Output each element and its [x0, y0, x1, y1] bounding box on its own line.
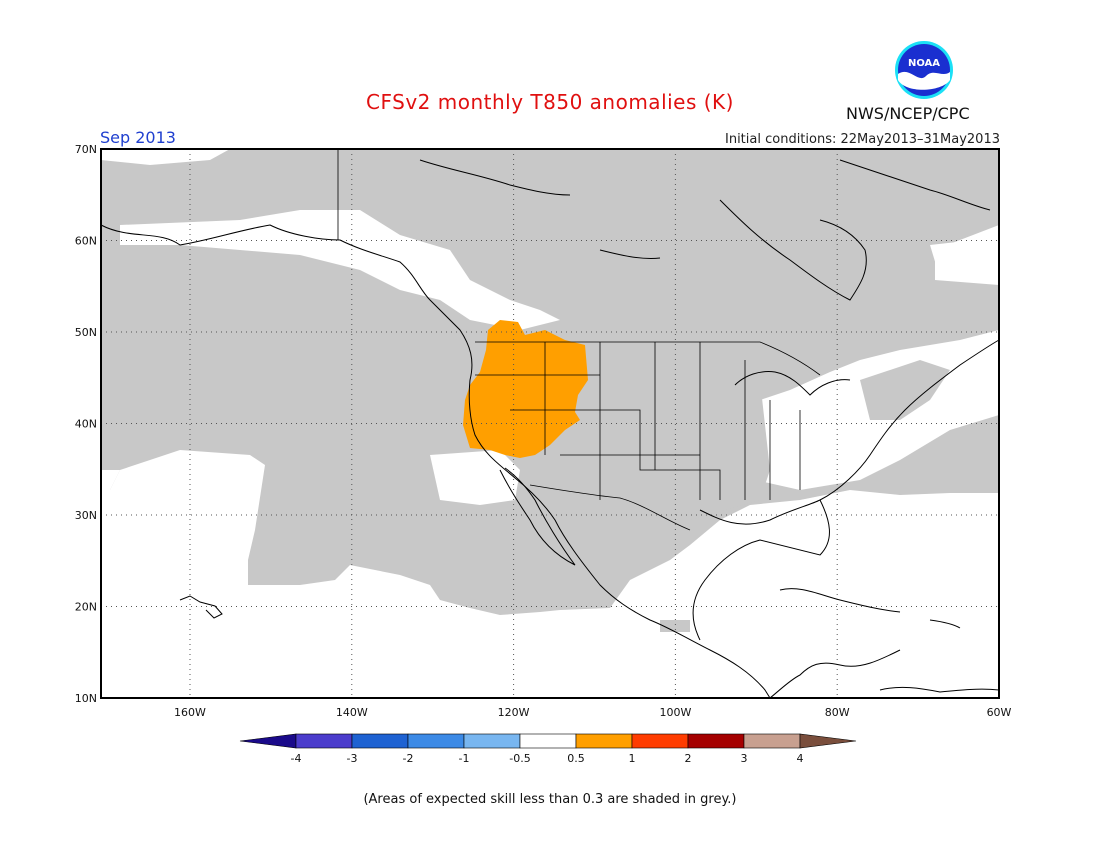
lon-label: 80W: [825, 706, 850, 719]
lat-label: 50N: [75, 326, 97, 339]
lat-label: 10N: [75, 692, 97, 705]
map-frame: [100, 148, 1000, 699]
legend-label: -3: [347, 752, 358, 765]
legend-swatch: [743, 733, 801, 749]
legend-label: 1: [629, 752, 636, 765]
lon-label: 120W: [498, 706, 530, 719]
logo-text: NOAA: [908, 58, 940, 69]
legend-swatch: [239, 733, 297, 749]
legend-swatch: [575, 733, 633, 749]
legend-swatch: [631, 733, 689, 749]
legend-label: 3: [741, 752, 748, 765]
legend-swatch: [463, 733, 521, 749]
legend-swatch: [519, 733, 577, 749]
lon-label: 100W: [659, 706, 691, 719]
longitude-labels: 160W 140W 120W 100W 80W 60W: [174, 706, 1012, 719]
legend-swatch: [407, 733, 465, 749]
map-title: CFSv2 monthly T850 anomalies (K): [366, 90, 734, 114]
legend-label: -2: [403, 752, 414, 765]
legend-swatch: [799, 733, 857, 749]
legend-swatch: [295, 733, 353, 749]
skill-footnote: (Areas of expected skill less than 0.3 a…: [363, 792, 737, 807]
legend-swatch: [351, 733, 409, 749]
color-legend: -4 -3 -2 -1 -0.5 0.5 1 2 3 4: [239, 733, 857, 765]
coastlines: [100, 159, 1000, 699]
legend-label: 0.5: [567, 752, 585, 765]
lat-label: 40N: [75, 418, 97, 431]
political-borders: [337, 149, 821, 531]
lon-label: 140W: [336, 706, 368, 719]
lat-label: 30N: [75, 509, 97, 522]
lat-label: 70N: [75, 143, 97, 156]
lat-label: 60N: [75, 235, 97, 248]
legend-label: -1: [459, 752, 470, 765]
latitude-labels: 70N 60N 50N 40N 30N 20N 10N: [75, 143, 97, 705]
legend-swatch: [687, 733, 745, 749]
initial-conditions: Initial conditions: 22May2013–31May2013: [725, 132, 1000, 147]
legend-label: -4: [291, 752, 302, 765]
noaa-logo: NOAA: [895, 41, 953, 99]
lon-label: 60W: [987, 706, 1012, 719]
forecast-month: Sep 2013: [100, 128, 176, 147]
legend-label: 4: [797, 752, 804, 765]
lat-label: 20N: [75, 601, 97, 614]
agency-label: NWS/NCEP/CPC: [846, 104, 970, 123]
legend-label: -0.5: [509, 752, 530, 765]
lon-label: 160W: [174, 706, 206, 719]
legend-label: 2: [685, 752, 692, 765]
